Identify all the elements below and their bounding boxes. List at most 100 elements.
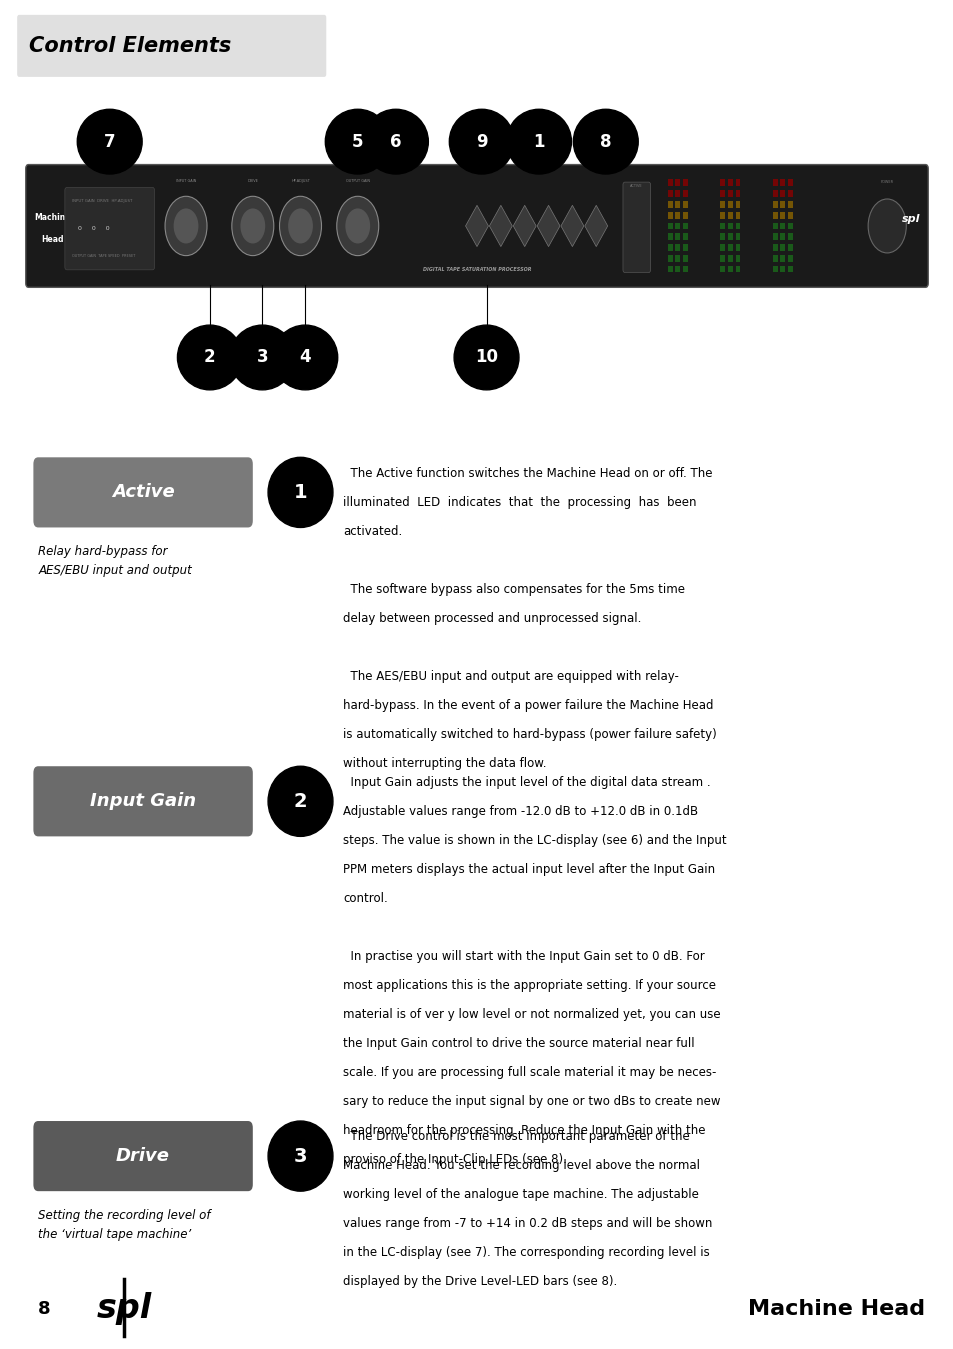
Ellipse shape xyxy=(573,109,638,174)
FancyBboxPatch shape xyxy=(720,266,724,272)
Text: Drive: Drive xyxy=(116,1147,170,1166)
Text: Control Elements: Control Elements xyxy=(29,36,231,55)
FancyBboxPatch shape xyxy=(772,244,777,251)
Text: without interrupting the data flow.: without interrupting the data flow. xyxy=(343,757,546,770)
Text: sary to reduce the input signal by one or two dBs to create new: sary to reduce the input signal by one o… xyxy=(343,1095,720,1108)
Circle shape xyxy=(232,197,274,255)
Text: POWER: POWER xyxy=(880,181,893,183)
FancyBboxPatch shape xyxy=(772,179,777,186)
Polygon shape xyxy=(513,205,536,247)
Ellipse shape xyxy=(449,109,514,174)
Polygon shape xyxy=(537,205,559,247)
FancyBboxPatch shape xyxy=(727,179,732,186)
Text: 8: 8 xyxy=(599,132,611,151)
Text: values range from -7 to +14 in 0.2 dB steps and will be shown: values range from -7 to +14 in 0.2 dB st… xyxy=(343,1217,712,1230)
Circle shape xyxy=(240,208,265,243)
Text: The AES/EBU input and output are equipped with relay-: The AES/EBU input and output are equippe… xyxy=(343,669,679,683)
Text: control.: control. xyxy=(343,892,388,905)
FancyBboxPatch shape xyxy=(675,244,679,251)
FancyBboxPatch shape xyxy=(727,244,732,251)
FancyBboxPatch shape xyxy=(667,233,672,240)
FancyBboxPatch shape xyxy=(675,179,679,186)
FancyBboxPatch shape xyxy=(772,223,777,229)
FancyBboxPatch shape xyxy=(787,190,792,197)
Text: Machine Head. You set the recording level above the normal: Machine Head. You set the recording leve… xyxy=(343,1159,700,1172)
FancyBboxPatch shape xyxy=(26,165,927,287)
FancyBboxPatch shape xyxy=(720,233,724,240)
FancyBboxPatch shape xyxy=(772,201,777,208)
FancyBboxPatch shape xyxy=(735,266,740,272)
Text: OUTPUT GAIN: OUTPUT GAIN xyxy=(345,179,370,183)
FancyBboxPatch shape xyxy=(787,233,792,240)
FancyBboxPatch shape xyxy=(727,201,732,208)
FancyBboxPatch shape xyxy=(772,190,777,197)
Polygon shape xyxy=(584,205,607,247)
Text: spl: spl xyxy=(96,1292,152,1325)
FancyBboxPatch shape xyxy=(33,766,253,836)
Text: DRIVE: DRIVE xyxy=(247,179,258,183)
Text: 0     0     0: 0 0 0 xyxy=(78,225,110,231)
Text: 9: 9 xyxy=(476,132,487,151)
FancyBboxPatch shape xyxy=(787,179,792,186)
FancyBboxPatch shape xyxy=(65,188,154,270)
Text: activated.: activated. xyxy=(343,525,402,538)
FancyBboxPatch shape xyxy=(675,212,679,219)
FancyBboxPatch shape xyxy=(675,266,679,272)
Polygon shape xyxy=(465,205,488,247)
FancyBboxPatch shape xyxy=(720,201,724,208)
FancyBboxPatch shape xyxy=(682,201,687,208)
FancyBboxPatch shape xyxy=(682,244,687,251)
Text: the Input Gain control to drive the source material near full: the Input Gain control to drive the sour… xyxy=(343,1036,695,1050)
Text: displayed by the Drive Level-LED bars (see 8).: displayed by the Drive Level-LED bars (s… xyxy=(343,1276,617,1288)
FancyBboxPatch shape xyxy=(772,212,777,219)
FancyBboxPatch shape xyxy=(735,190,740,197)
FancyBboxPatch shape xyxy=(720,244,724,251)
FancyBboxPatch shape xyxy=(780,190,784,197)
Text: The Active function switches the Machine Head on or off. The: The Active function switches the Machine… xyxy=(343,467,712,480)
FancyBboxPatch shape xyxy=(787,212,792,219)
FancyBboxPatch shape xyxy=(682,190,687,197)
Text: in the LC-display (see 7). The corresponding recording level is: in the LC-display (see 7). The correspon… xyxy=(343,1246,709,1260)
Text: delay between processed and unprocessed signal.: delay between processed and unprocessed … xyxy=(343,612,641,625)
Text: 6: 6 xyxy=(390,132,401,151)
Text: 1: 1 xyxy=(533,132,544,151)
FancyBboxPatch shape xyxy=(720,190,724,197)
FancyBboxPatch shape xyxy=(735,212,740,219)
FancyBboxPatch shape xyxy=(735,223,740,229)
FancyBboxPatch shape xyxy=(727,266,732,272)
FancyBboxPatch shape xyxy=(675,233,679,240)
Text: 2: 2 xyxy=(204,348,215,367)
Text: 3: 3 xyxy=(256,348,268,367)
FancyBboxPatch shape xyxy=(735,244,740,251)
FancyBboxPatch shape xyxy=(667,201,672,208)
FancyBboxPatch shape xyxy=(682,233,687,240)
FancyBboxPatch shape xyxy=(780,233,784,240)
FancyBboxPatch shape xyxy=(735,233,740,240)
FancyBboxPatch shape xyxy=(772,255,777,262)
Ellipse shape xyxy=(506,109,571,174)
Polygon shape xyxy=(489,205,512,247)
FancyBboxPatch shape xyxy=(720,212,724,219)
Text: DIGITAL TAPE SATURATION PROCESSOR: DIGITAL TAPE SATURATION PROCESSOR xyxy=(422,267,531,272)
Text: INPUT GAIN: INPUT GAIN xyxy=(175,179,196,183)
FancyBboxPatch shape xyxy=(780,201,784,208)
FancyBboxPatch shape xyxy=(622,182,650,272)
FancyBboxPatch shape xyxy=(780,255,784,262)
Text: In practise you will start with the Input Gain set to 0 dB. For: In practise you will start with the Inpu… xyxy=(343,950,704,963)
Ellipse shape xyxy=(268,766,333,836)
Text: ACTIVE: ACTIVE xyxy=(629,183,642,188)
Text: INPUT GAIN  DRIVE  HP-ADJUST: INPUT GAIN DRIVE HP-ADJUST xyxy=(71,198,132,202)
FancyBboxPatch shape xyxy=(682,255,687,262)
FancyBboxPatch shape xyxy=(33,1121,253,1191)
Text: The software bypass also compensates for the 5ms time: The software bypass also compensates for… xyxy=(343,583,684,596)
FancyBboxPatch shape xyxy=(727,190,732,197)
Ellipse shape xyxy=(177,325,242,390)
Text: 10: 10 xyxy=(475,348,497,367)
FancyBboxPatch shape xyxy=(17,15,326,77)
FancyBboxPatch shape xyxy=(780,179,784,186)
FancyBboxPatch shape xyxy=(667,190,672,197)
FancyBboxPatch shape xyxy=(720,223,724,229)
FancyBboxPatch shape xyxy=(667,255,672,262)
FancyBboxPatch shape xyxy=(667,179,672,186)
Text: The Drive control is the most important parameter of the: The Drive control is the most important … xyxy=(343,1130,689,1144)
